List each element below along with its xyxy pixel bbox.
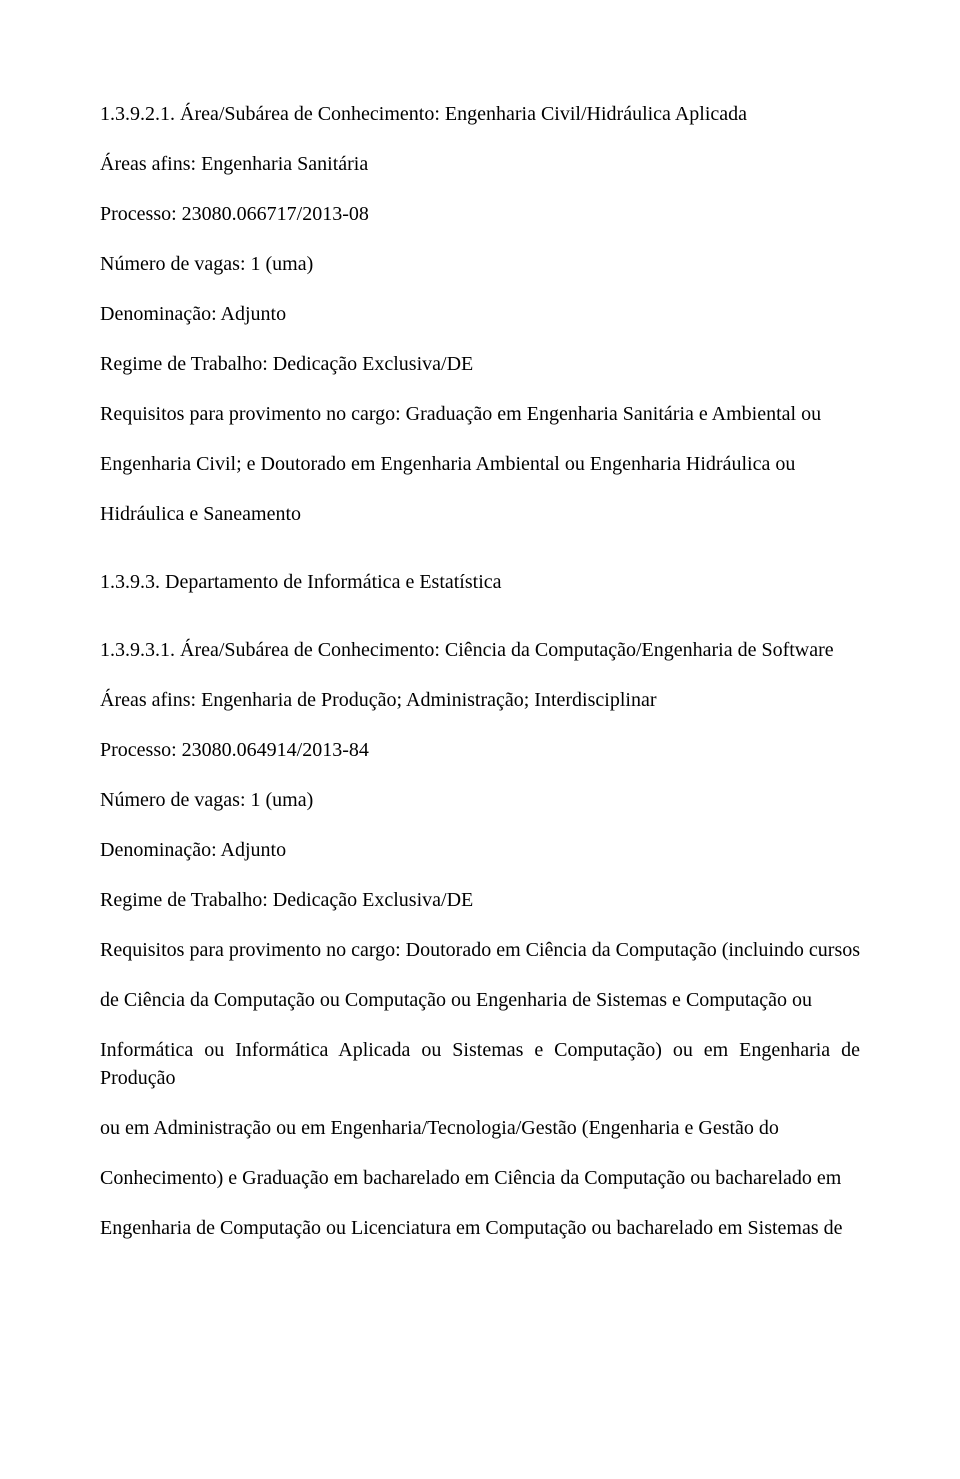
regime-trabalho: Regime de Trabalho: Dedicação Exclusiva/… xyxy=(100,350,860,378)
vertical-spacer xyxy=(100,618,860,636)
regime-trabalho: Regime de Trabalho: Dedicação Exclusiva/… xyxy=(100,886,860,914)
areas-afins: Áreas afins: Engenharia Sanitária xyxy=(100,150,860,178)
numero-vagas: Número de vagas: 1 (uma) xyxy=(100,250,860,278)
section-heading: 1.3.9.3.1. Área/Subárea de Conhecimento:… xyxy=(100,636,860,664)
requisitos-line: Requisitos para provimento no cargo: Dou… xyxy=(100,936,860,964)
processo: Processo: 23080.066717/2013-08 xyxy=(100,200,860,228)
requisitos-line: ou em Administração ou em Engenharia/Tec… xyxy=(100,1114,860,1142)
requisitos-line: de Ciência da Computação ou Computação o… xyxy=(100,986,860,1014)
processo: Processo: 23080.064914/2013-84 xyxy=(100,736,860,764)
section-heading: 1.3.9.2.1. Área/Subárea de Conhecimento:… xyxy=(100,100,860,128)
denominacao: Denominação: Adjunto xyxy=(100,836,860,864)
requisitos-line: Hidráulica e Saneamento xyxy=(100,500,860,528)
areas-afins: Áreas afins: Engenharia de Produção; Adm… xyxy=(100,686,860,714)
denominacao: Denominação: Adjunto xyxy=(100,300,860,328)
requisitos-line: Conhecimento) e Graduação em bacharelado… xyxy=(100,1164,860,1192)
requisitos-line: Informática ou Informática Aplicada ou S… xyxy=(100,1036,860,1092)
requisitos-line: Requisitos para provimento no cargo: Gra… xyxy=(100,400,860,428)
requisitos-line: Engenharia de Computação ou Licenciatura… xyxy=(100,1214,860,1242)
requisitos-line: Engenharia Civil; e Doutorado em Engenha… xyxy=(100,450,860,478)
department-heading: 1.3.9.3. Departamento de Informática e E… xyxy=(100,568,860,596)
vertical-spacer xyxy=(100,550,860,568)
numero-vagas: Número de vagas: 1 (uma) xyxy=(100,786,860,814)
